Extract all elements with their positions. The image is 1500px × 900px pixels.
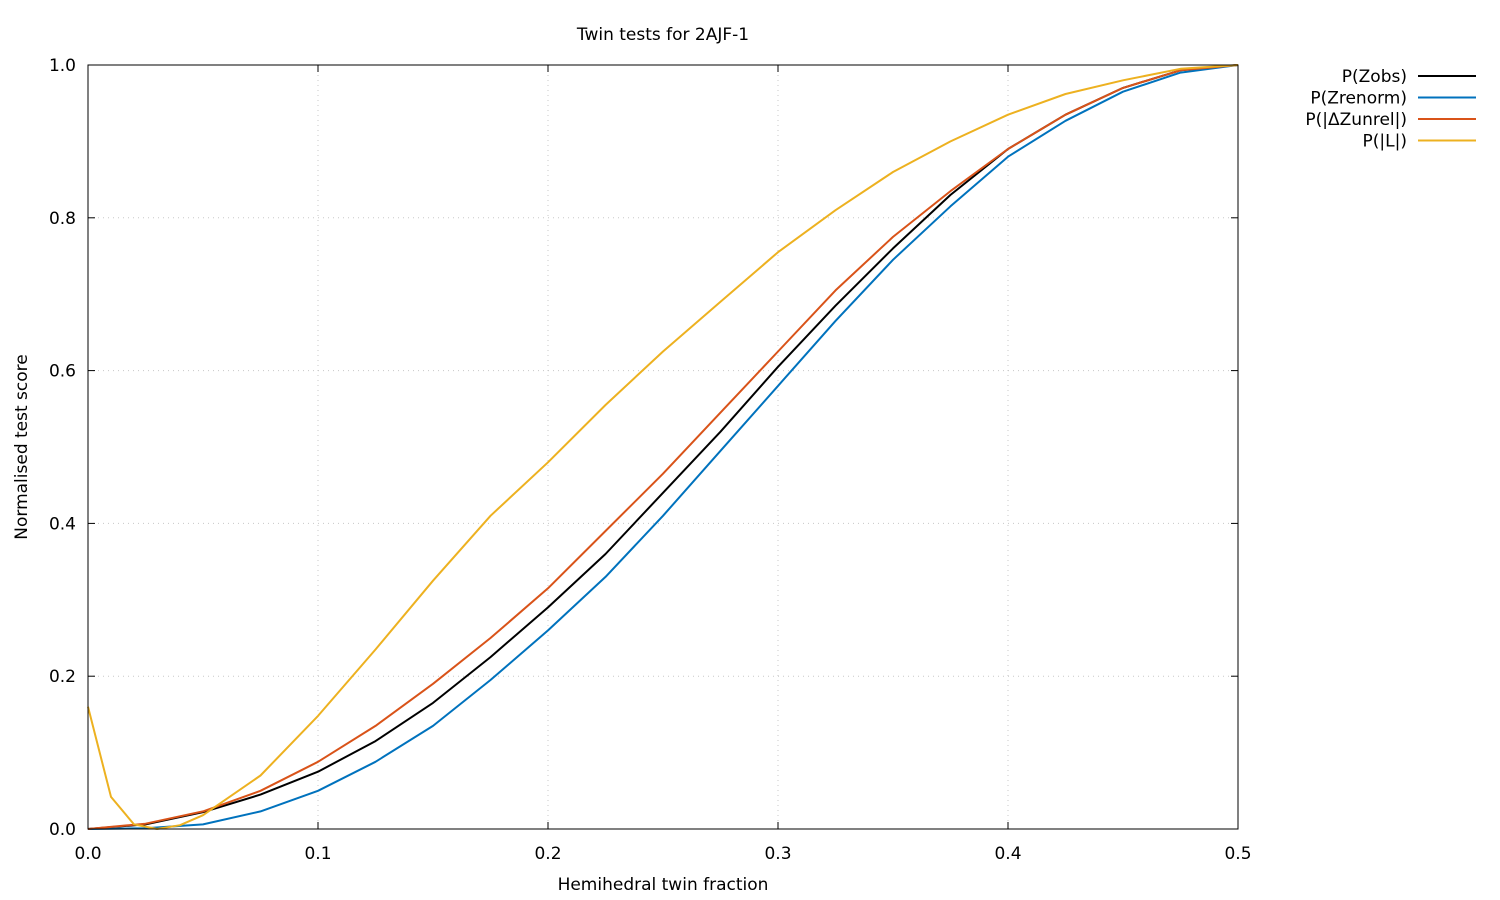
y-tick-label: 0.6 <box>49 362 76 382</box>
legend-label: P(Zobs) <box>1342 67 1407 87</box>
series-line-3 <box>87 64 1239 830</box>
y-tick-label: 0.0 <box>49 820 76 840</box>
x-tick-label: 0.1 <box>304 844 331 864</box>
plot-frame <box>87 64 1239 830</box>
series-line-1 <box>87 64 1239 830</box>
ticks: 0.0 0.1 0.2 0.3 0.4 0.5 0.0 0.2 0.4 0.6 0.8 1.0 <box>49 56 1252 864</box>
series-line-2 <box>87 64 1239 830</box>
y-axis-label: Normalised test score <box>12 354 32 539</box>
y-tick-label: 1.0 <box>49 56 76 76</box>
y-tick-label: 0.2 <box>49 667 76 687</box>
series-line-0 <box>87 64 1239 830</box>
x-tick-label: 0.2 <box>534 844 561 864</box>
legend-label: P(Zrenorm) <box>1310 89 1407 109</box>
x-tick-label: 0.5 <box>1224 844 1251 864</box>
series-lines <box>87 64 1239 830</box>
legend-label: P(|L|) <box>1363 132 1407 152</box>
grid <box>88 65 1238 829</box>
chart-title: Twin tests for 2AJF-1 <box>576 25 749 45</box>
x-tick-label: 0.0 <box>74 844 101 864</box>
legend-label: P(|ΔZunrel|) <box>1305 110 1407 130</box>
y-tick-label: 0.8 <box>49 209 76 229</box>
x-tick-label: 0.3 <box>764 844 791 864</box>
y-tick-label: 0.4 <box>49 514 76 534</box>
x-tick-label: 0.4 <box>994 844 1021 864</box>
legend: P(Zobs)P(Zrenorm)P(|ΔZunrel|)P(|L|) <box>1305 67 1476 152</box>
x-axis-label: Hemihedral twin fraction <box>558 875 769 895</box>
